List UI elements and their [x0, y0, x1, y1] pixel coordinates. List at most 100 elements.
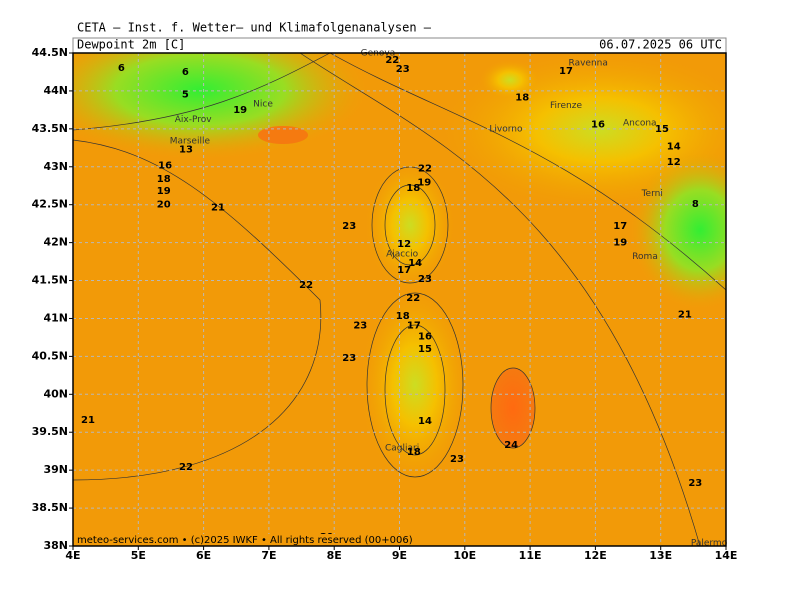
x-tick-label: 11E: [519, 549, 542, 562]
y-tick-label: 39.5N: [32, 425, 68, 438]
city-label: Ravenna: [569, 58, 608, 68]
contour-label: 15: [418, 344, 432, 355]
x-tick-label: 4E: [65, 549, 80, 562]
field-blob: [258, 126, 308, 144]
field-blob: [630, 150, 726, 310]
contour-label: 16: [418, 332, 432, 343]
city-label: Marseille: [170, 136, 211, 146]
city-label: Livorno: [489, 124, 523, 134]
contour-label: 18: [407, 447, 421, 458]
contour: [73, 139, 322, 481]
x-tick-label: 12E: [584, 549, 607, 562]
contour-label: 21: [678, 310, 692, 321]
contour: [73, 53, 331, 131]
contour-label: 8: [692, 199, 699, 210]
contour-label: 19: [233, 105, 247, 116]
contour-label: 23: [353, 320, 367, 331]
contour-label: 23: [396, 64, 410, 75]
contour-label: 22: [179, 462, 193, 473]
contour-label: 22: [418, 163, 432, 174]
contour-label: 23: [688, 478, 702, 489]
contour-label: 22: [385, 55, 399, 66]
y-tick-label: 44N: [43, 84, 68, 97]
y-tick-label: 41.5N: [32, 274, 68, 287]
x-tick-label: 10E: [453, 549, 476, 562]
contour-label: 12: [397, 239, 411, 250]
contour-label: 22: [406, 293, 420, 304]
contour: [384, 324, 446, 456]
contour-label: 20: [157, 200, 171, 211]
contour-label: 22: [299, 280, 313, 291]
contour-label: 18: [157, 174, 171, 185]
y-tick-label: 40N: [43, 387, 68, 400]
x-tick-label: 14E: [715, 549, 738, 562]
contour-label: 17: [613, 221, 627, 232]
city-label: Roma: [632, 252, 658, 262]
x-tick-label: 9E: [392, 549, 407, 562]
city-label: Aix-Prov: [175, 115, 213, 125]
x-tick-label: 5E: [131, 549, 146, 562]
x-tick-label: 8E: [327, 549, 342, 562]
contour-label: 18: [406, 183, 420, 194]
contour-label: 5: [182, 90, 189, 101]
field-blob: [480, 60, 540, 100]
y-tick-label: 43.5N: [32, 122, 68, 135]
city-label: Terni: [641, 189, 663, 199]
field-title: Dewpoint 2m [C]: [77, 38, 185, 52]
contour: [490, 367, 536, 449]
contour-label: 14: [667, 141, 681, 152]
contour-label: 19: [613, 238, 627, 249]
field-blob: [365, 160, 455, 290]
contour-label: 19: [417, 178, 431, 189]
contour-label: 12: [667, 157, 681, 168]
contour: [384, 184, 436, 266]
contour-label: 18: [515, 93, 529, 104]
footer: meteo-services.com • (c)2025 IWKF • All …: [77, 535, 413, 546]
contour-label: 23: [342, 221, 356, 232]
contour-label: 21: [211, 203, 225, 214]
y-tick-label: 38N: [43, 539, 68, 552]
valid-time: 06.07.2025 06 UTC: [599, 38, 722, 52]
contour-label: 6: [182, 67, 189, 78]
contour-label: 21: [81, 415, 95, 426]
footer-bg: [74, 534, 444, 545]
field-blob: [491, 368, 535, 448]
contour-label: 19: [157, 186, 171, 197]
city-label: Ajaccio: [386, 249, 419, 259]
contour-label: 6: [118, 63, 125, 74]
contour-label: 16: [591, 119, 605, 130]
header: CETA — Inst. f. Wetter— und Klimafolgena…: [77, 21, 432, 35]
contour: [299, 53, 701, 546]
contour-label: 16: [158, 160, 172, 171]
contour: [366, 292, 464, 478]
contour-label: 15: [655, 124, 669, 135]
contour-label: 17: [407, 320, 421, 331]
contour-label: 14: [418, 416, 432, 427]
city-label: Firenze: [550, 101, 582, 111]
y-tick-label: 42.5N: [32, 198, 68, 211]
contour-label: 14: [408, 258, 422, 269]
contour-label: 24: [504, 440, 518, 451]
contour-label: 23: [418, 274, 432, 285]
city-label: Nice: [253, 99, 273, 109]
contour-label: 23: [342, 353, 356, 364]
contour-label: 23: [450, 454, 464, 465]
y-tick-label: 41N: [43, 311, 68, 324]
city-label: Palermo: [691, 538, 728, 548]
contour-label: 17: [559, 66, 573, 77]
city-label: Ancona: [623, 118, 657, 128]
y-tick-label: 39N: [43, 463, 68, 476]
x-tick-label: 13E: [649, 549, 672, 562]
y-tick-label: 40.5N: [32, 349, 68, 362]
city-label: Cagliari: [385, 444, 419, 454]
y-tick-label: 44.5N: [32, 46, 68, 59]
y-tick-label: 42N: [43, 236, 68, 249]
field-blob: [360, 285, 470, 485]
plot-frame: [72, 52, 727, 547]
contour-label: 13: [179, 144, 193, 155]
y-tick-label: 38.5N: [32, 501, 68, 514]
contour-label: 17: [397, 265, 411, 276]
contour-label: 18: [396, 311, 410, 322]
